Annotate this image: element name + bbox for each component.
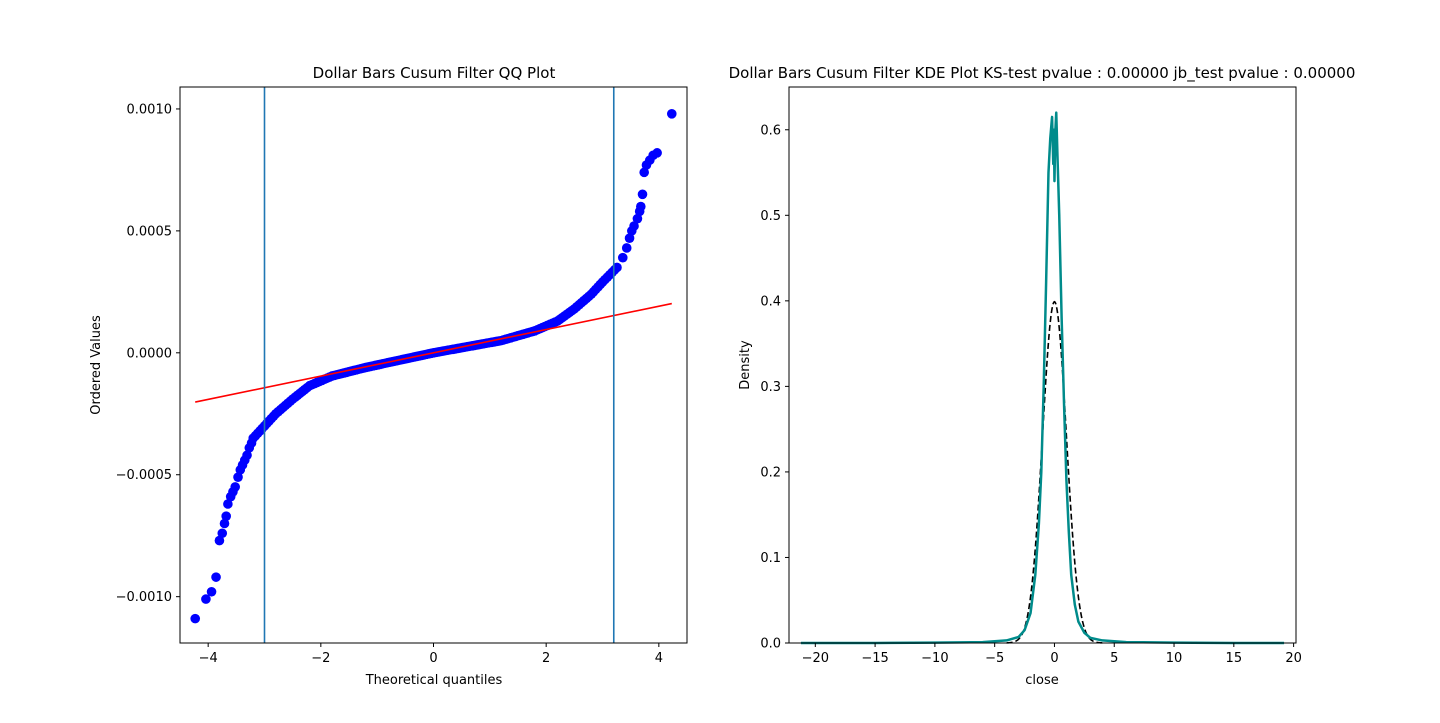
sample-point xyxy=(233,472,243,482)
sample-point xyxy=(217,528,228,539)
kde-plot-ylabel: Density xyxy=(738,340,753,390)
qq-plot-ticks: −4 −2 0 2 4 −0.0010 −0.0005 0.0000 0.0005 0.0010 xyxy=(116,102,663,666)
kde-plot-title: Dollar Bars Cusum Filter KDE Plot KS-tes… xyxy=(729,64,1356,83)
sample-point xyxy=(246,438,257,448)
sample-point xyxy=(629,221,639,231)
qq-plot-frame xyxy=(179,86,688,644)
kde-plot-ticks: −20 −15 −10 −5 0 5 10 15 20 0.0 0.1 0.2 0.3 0.4 0.5 0.6 xyxy=(760,123,1302,666)
y-tick-label: −0.0010 xyxy=(116,590,172,605)
x-tick-label: 4 xyxy=(655,651,663,666)
kde-plot-axes: Dollar Bars Cusum Filter KDE Plot KS-tes… xyxy=(729,64,1356,688)
x-tick-label: 15 xyxy=(1226,651,1243,666)
sample-point xyxy=(624,233,635,243)
y-tick-label: 0.0005 xyxy=(127,224,173,239)
x-tick-label: 5 xyxy=(1110,651,1118,666)
sample-point xyxy=(201,594,211,604)
y-tick-label: 0.3 xyxy=(760,380,781,395)
sample-point xyxy=(242,450,252,461)
sample-point xyxy=(637,189,648,200)
sample-point xyxy=(639,167,649,178)
sample-point xyxy=(211,572,221,582)
y-tick-label: 0.0010 xyxy=(127,102,173,117)
x-tick-label: −2 xyxy=(311,651,330,666)
x-tick-label: −10 xyxy=(921,651,948,666)
y-tick-label: 0.0000 xyxy=(127,346,173,361)
x-tick-label: 20 xyxy=(1285,651,1302,666)
kde-density-line xyxy=(800,111,1285,645)
sample-point xyxy=(219,518,230,529)
qq-plot-axes: Dollar Bars Cusum Filter QQ Plot Theoret… xyxy=(89,64,688,688)
sample-point xyxy=(206,586,217,597)
y-tick-label: 0.6 xyxy=(760,123,781,138)
y-tick-label: 0.2 xyxy=(760,465,781,480)
fit-line xyxy=(195,302,672,403)
qq-plot-xlabel: Theoretical quantiles xyxy=(365,673,503,688)
sample-point xyxy=(190,613,201,624)
qq-plot-ylabel: Ordered Values xyxy=(89,315,104,415)
x-tick-label: −5 xyxy=(985,651,1004,666)
sample-point xyxy=(221,511,231,521)
x-tick-label: −15 xyxy=(861,651,888,666)
kde-plot-frame xyxy=(788,86,1297,644)
sample-point xyxy=(636,201,646,212)
y-tick-label: 0.4 xyxy=(760,294,781,309)
sample-point xyxy=(214,535,225,546)
x-tick-label: 0 xyxy=(429,651,437,666)
y-tick-label: 0.5 xyxy=(760,209,781,224)
sample-point xyxy=(223,499,233,509)
sample-point xyxy=(632,213,643,224)
sample-point xyxy=(652,148,662,158)
kde-plot-data-layer xyxy=(800,111,1285,645)
sample-point xyxy=(617,252,628,263)
kde-plot-xlabel: close xyxy=(1025,673,1058,688)
qq-plot-title: Dollar Bars Cusum Filter QQ Plot xyxy=(313,64,556,82)
normal-pdf-line xyxy=(1006,300,1103,644)
x-tick-label: 2 xyxy=(542,651,550,666)
x-tick-label: −20 xyxy=(802,651,829,666)
x-tick-label: 0 xyxy=(1050,651,1058,666)
x-tick-label: −4 xyxy=(199,651,218,666)
x-tick-label: 10 xyxy=(1166,651,1183,666)
y-tick-label: −0.0005 xyxy=(116,468,172,483)
sample-point xyxy=(666,109,677,119)
y-tick-label: 0.1 xyxy=(760,551,781,566)
sample-point xyxy=(621,243,632,253)
y-tick-label: 0.0 xyxy=(760,637,781,652)
sample-point xyxy=(230,482,241,492)
sample-point xyxy=(612,262,622,273)
qq-plot-data-layer xyxy=(190,87,677,643)
